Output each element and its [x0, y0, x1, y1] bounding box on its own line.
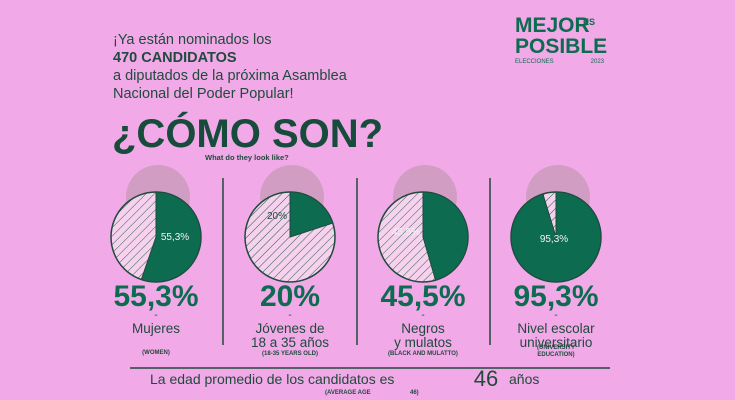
stat-label: y mulatos — [394, 335, 452, 350]
subheading: What do they look like? — [205, 153, 289, 162]
stat-label: Negros — [401, 321, 445, 336]
stat-label: Nivel escolar — [517, 321, 595, 336]
pie-slice — [289, 191, 334, 238]
pie-label: 95,3% — [540, 234, 568, 245]
dividers — [130, 178, 610, 369]
stat-value: 45,5% — [380, 280, 465, 313]
footer-age: 46 — [474, 366, 498, 391]
footer-translation: 46) — [410, 390, 419, 396]
footer-text: La edad promedio de los candidatos es — [150, 371, 394, 387]
stat-value: 95,3% — [513, 280, 598, 313]
pie-slice — [422, 191, 469, 281]
stat-translation: (UNIVERSITY — [537, 345, 575, 351]
header-line: a diputados de la próxima Asamblea — [113, 68, 348, 84]
stat-translation: (WOMEN) — [142, 350, 170, 356]
stat-dash: - — [288, 310, 291, 321]
header-line: Nacional del Poder Popular! — [113, 86, 294, 102]
stat-label: Mujeres — [132, 321, 180, 336]
pie-label: 45.5% — [392, 227, 420, 238]
stat-dash: - — [154, 310, 157, 321]
pie-label: 55,3% — [161, 232, 189, 243]
logo-es: ES — [583, 17, 595, 27]
header-line: 470 CANDIDATOS — [113, 50, 237, 66]
stat-translation: (BLACK AND MULATTO) — [388, 351, 458, 357]
stat-translation: EDUCATION) — [537, 352, 574, 358]
stat-label: 18 a 35 años — [251, 335, 329, 350]
pie-label: 20% — [267, 211, 287, 222]
logo-word: POSIBLE — [515, 35, 607, 58]
stat-translation: (18-35 YEARS OLD) — [262, 351, 318, 357]
logo: MEJOR ES POSIBLE ELECCIONES 2023 — [515, 14, 607, 65]
footer-unit: años — [509, 371, 539, 387]
logo-word: MEJOR — [515, 14, 590, 37]
stat-dash: - — [554, 310, 557, 321]
header: ¡Ya están nominados los 470 CANDIDATOS a… — [113, 32, 348, 102]
pie-slice — [510, 191, 602, 283]
footer-translation: (AVERAGE AGE — [325, 390, 371, 396]
stat-label: universitario — [520, 335, 593, 350]
stat-value: 55,3% — [113, 280, 198, 313]
pie-slice — [140, 191, 202, 283]
heading: ¿CÓMO SON? — [112, 110, 383, 156]
header-line: ¡Ya están nominados los — [113, 32, 272, 48]
stat-value: 20% — [260, 280, 320, 313]
logo-sub: ELECCIONES — [515, 59, 554, 65]
stat-dash: - — [421, 310, 424, 321]
stat-label: Jóvenes de — [255, 321, 324, 336]
logo-sub: 2023 — [591, 59, 605, 65]
footer: La edad promedio de los candidatos es 46… — [150, 366, 539, 396]
